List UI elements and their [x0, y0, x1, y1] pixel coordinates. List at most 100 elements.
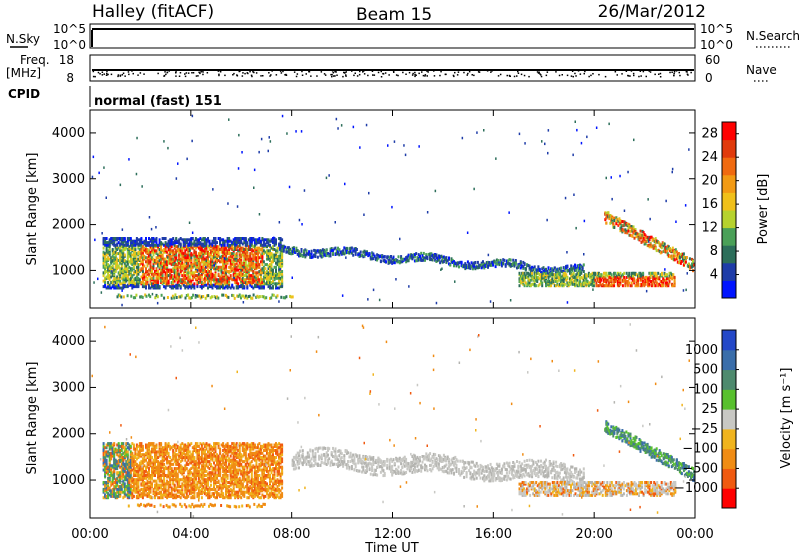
- range-cell: [543, 270, 546, 274]
- range-cell: [250, 276, 253, 280]
- nave-dot: [293, 71, 296, 73]
- range-cell: [315, 250, 318, 254]
- range-cell: [353, 249, 356, 253]
- range-cell: [362, 255, 365, 259]
- range-cell: [572, 271, 575, 275]
- range-cell: [476, 260, 479, 264]
- range-cell: [167, 279, 170, 283]
- range-cell: [519, 263, 522, 266]
- range-cell: [538, 282, 541, 286]
- range-cell: [281, 114, 284, 118]
- range-cell: [377, 254, 380, 258]
- range-cell: [152, 264, 155, 268]
- range-cell: [105, 490, 108, 494]
- nave-dot: [363, 73, 366, 75]
- range-cell: [652, 238, 655, 242]
- range-cell: [160, 279, 163, 283]
- range-cell: [615, 222, 618, 226]
- range-cell: [202, 257, 205, 261]
- range-cell: [390, 255, 392, 258]
- range-cell: [284, 296, 287, 300]
- range-cell: [576, 278, 579, 282]
- range-cell: [137, 265, 140, 269]
- range-cell: [258, 237, 261, 240]
- range-cell: [278, 237, 281, 240]
- range-cell: [188, 238, 191, 242]
- range-cell: [430, 258, 433, 261]
- range-cell: [657, 277, 660, 281]
- range-cell: [146, 270, 149, 273]
- range-cell: [164, 248, 167, 251]
- range-cell: [128, 270, 131, 273]
- range-cell: [563, 274, 566, 278]
- range-cell: [610, 278, 613, 282]
- range-cell: [592, 274, 595, 278]
- range-cell: [172, 249, 175, 253]
- range-cell: [258, 286, 261, 290]
- range-cell: [389, 258, 391, 262]
- range-cell: [154, 286, 156, 290]
- range-cell: [221, 293, 224, 297]
- range-cell: [145, 285, 147, 289]
- range-cell: [181, 278, 184, 282]
- range-cell: [138, 263, 141, 267]
- range-cell: [205, 276, 208, 280]
- range-cell: [108, 474, 111, 477]
- range-cell: [141, 267, 144, 271]
- range-cell: [196, 274, 199, 278]
- range-cell: [567, 269, 570, 273]
- range-cell: [253, 275, 256, 279]
- range-cell: [576, 284, 579, 288]
- range-cell: [300, 130, 303, 133]
- range-cell: [435, 260, 438, 263]
- range-cell: [636, 234, 639, 238]
- range-cell: [342, 249, 345, 253]
- range-cell: [170, 245, 173, 249]
- range-cell: [107, 442, 110, 446]
- range-cell: [392, 256, 395, 260]
- range-cell: [512, 258, 515, 262]
- range-cell: [217, 272, 220, 276]
- range-cell: [184, 249, 187, 253]
- range-cell: [187, 264, 190, 268]
- range-cell: [538, 268, 541, 271]
- range-cell: [108, 264, 111, 268]
- range-cell: [649, 274, 652, 278]
- range-cell: [173, 285, 176, 289]
- range-cell: [267, 149, 269, 153]
- range-cell: [231, 260, 234, 264]
- colorbar-swatch: [722, 174, 736, 193]
- nave-dot: [426, 75, 428, 77]
- nave-dot: [658, 73, 660, 75]
- range-cell: [141, 295, 144, 299]
- nave-tick-top: 60: [705, 53, 720, 67]
- range-cell: [107, 241, 110, 245]
- range-cell: [642, 280, 645, 283]
- range-cell: [135, 293, 138, 297]
- nave-dot: [218, 73, 220, 76]
- range-cell: [417, 253, 420, 257]
- nave-dot: [598, 73, 600, 76]
- range-cell: [193, 257, 196, 261]
- range-cell: [211, 295, 213, 299]
- range-cell: [194, 242, 197, 246]
- range-cell: [157, 253, 160, 257]
- nave-dot: [175, 71, 177, 73]
- range-cell: [461, 136, 464, 140]
- range-cell: [273, 259, 276, 262]
- range-cell: [528, 266, 531, 270]
- range-cell: [639, 271, 642, 275]
- range-cell: [125, 453, 128, 457]
- range-cell: [107, 274, 110, 278]
- nave-dot: [301, 70, 303, 73]
- range-cell: [269, 263, 271, 267]
- range-cell: [337, 252, 339, 256]
- range-cell: [599, 273, 602, 277]
- range-cell: [242, 301, 245, 304]
- range-cell: [648, 275, 651, 279]
- range-cell: [228, 276, 231, 280]
- range-cell: [531, 269, 534, 273]
- range-cell: [330, 247, 333, 251]
- range-cell: [268, 136, 270, 139]
- range-cell: [444, 256, 447, 260]
